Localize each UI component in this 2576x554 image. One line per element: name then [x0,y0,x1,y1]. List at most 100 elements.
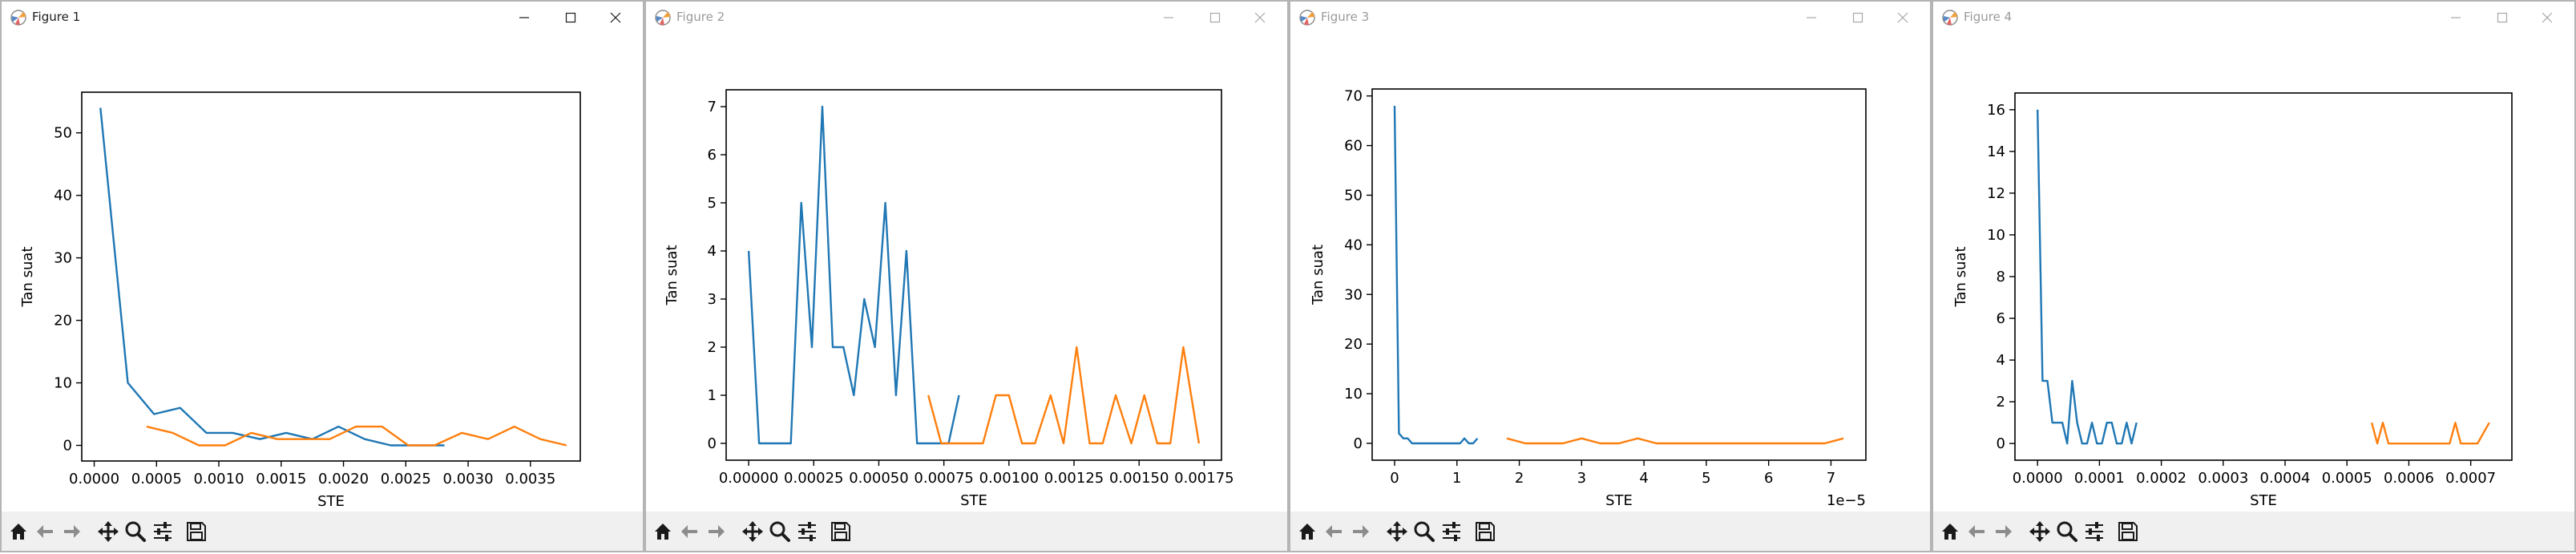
series-2-line [1506,437,1844,445]
zoom-button[interactable] [2055,520,2079,544]
configure-subplots-button[interactable] [1439,520,1464,544]
maximize-button[interactable] [550,2,592,34]
configure-subplots-button[interactable] [2082,520,2106,544]
configure-subplots-icon [154,522,172,541]
minimize-button[interactable] [2435,2,2477,34]
minimize-button[interactable] [1148,2,1189,34]
title-bar[interactable]: Figure 4 [1933,2,2574,34]
save-icon [2118,522,2138,541]
home-button[interactable] [6,520,30,544]
pan-icon [98,521,119,542]
figure-canvas[interactable]: 0.00000 0.00025 0.00050 0.00075 0.00100 0.001… [646,34,1287,513]
save-button[interactable] [829,520,853,544]
figure-window-4: Figure 4 0.0000 0.0001 0.0002 0.0003 0.0004 0… [1932,0,2576,552]
pan-button[interactable] [2028,520,2052,544]
close-button[interactable] [595,2,636,34]
window-title: Figure 2 [676,10,725,24]
back-button[interactable] [1965,520,1989,544]
x-axis-label: STE [960,492,987,509]
maximize-button[interactable] [1837,2,1879,34]
navigation-toolbar [2,512,643,551]
y-tick-label: 10 [54,375,72,392]
x-tick-label: 0.0003 [2198,470,2248,487]
y-tick-label: 6 [1997,310,2005,327]
y-axis-label: Tan suat [664,245,680,305]
configure-subplots-button[interactable] [795,520,819,544]
series-1-line [1393,105,1479,445]
zoom-button[interactable] [1412,520,1436,544]
y-tick-label: 2 [1997,394,2005,410]
save-button[interactable] [1473,520,1497,544]
save-button[interactable] [2116,520,2140,544]
y-tick-label: 20 [54,313,72,330]
x-tick-label: 0.00175 [1174,470,1233,487]
y-tick-label: 10 [1344,386,1363,402]
save-button[interactable] [184,520,208,544]
configure-subplots-button[interactable] [151,520,175,544]
series-2-line [927,346,1201,445]
forward-button[interactable] [1991,520,2015,544]
figure-canvas[interactable]: 0 1 2 3 4 5 6 7 0 10 20 30 40 50 60 70 STE Tan suat 1e−5 [1290,34,1930,513]
home-button[interactable] [1295,520,1319,544]
y-tick-label: 40 [54,188,72,204]
y-tick-label: 4 [708,243,717,260]
pan-button[interactable] [96,520,120,544]
home-icon [655,524,671,540]
pan-icon [1387,521,1407,542]
back-button[interactable] [34,520,58,544]
maximize-button[interactable] [1194,2,1236,34]
x-tick-label: 0.0004 [2260,470,2311,487]
x-tick-label: 0.00050 [849,470,908,487]
maximize-button[interactable] [2481,2,2523,34]
line-chart: 0.00000 0.00025 0.00050 0.00075 0.00100 0.001… [664,89,1234,509]
title-bar[interactable]: Figure 3 [1290,2,1930,34]
back-arrow-icon [1326,525,1342,538]
figure-canvas[interactable]: 0.0000 0.0001 0.0002 0.0003 0.0004 0.0005 0.00… [1933,34,2574,513]
home-button[interactable] [651,520,675,544]
minimize-button[interactable] [503,2,545,34]
forward-button[interactable] [704,520,728,544]
forward-button[interactable] [59,520,83,544]
pan-button[interactable] [741,520,765,544]
title-bar[interactable]: Figure 2 [646,2,1287,34]
y-tick-label: 3 [708,291,717,308]
back-button[interactable] [678,520,702,544]
save-icon [1476,522,1495,541]
configure-subplots-icon [2085,522,2103,541]
y-tick-label: 8 [1997,269,2005,285]
x-tick-label: 0.00125 [1044,470,1104,487]
close-button[interactable] [1239,2,1281,34]
y-tick-label: 10 [1987,227,2005,244]
pan-button[interactable] [1385,520,1409,544]
home-icon [1942,524,1958,540]
y-tick-label: 14 [1987,144,2005,160]
y-tick-label: 12 [1987,185,2005,202]
x-tick-label: 6 [1764,470,1773,487]
y-axis-label: Tan suat [1310,245,1326,305]
zoom-button[interactable] [123,520,147,544]
close-button[interactable] [2526,2,2568,34]
zoom-button[interactable] [768,520,792,544]
y-tick-label: 0 [708,435,717,452]
title-bar[interactable]: Figure 1 [2,2,643,34]
forward-button[interactable] [1348,520,1372,544]
y-tick-label: 2 [708,339,717,356]
figure-canvas[interactable]: 0.0000 0.0005 0.0010 0.0015 0.0020 0.0025 0.00… [2,34,643,513]
close-button[interactable] [1882,2,1924,34]
window-title: Figure 3 [1321,10,1370,24]
axes-frame [81,91,581,462]
minimize-button[interactable] [1791,2,1832,34]
axes-frame [1371,88,1867,461]
x-axis-label: STE [1605,492,1633,509]
back-button[interactable] [1322,520,1347,544]
minimize-icon [519,17,529,18]
y-tick-label: 30 [1344,286,1363,303]
x-tick-label: 0.0030 [443,471,494,487]
close-icon [1897,12,1908,23]
pan-icon [742,521,763,542]
navigation-toolbar [1290,512,1930,551]
home-button[interactable] [1938,520,1962,544]
maximize-icon [565,12,576,23]
x-tick-label: 0.0006 [2384,470,2434,487]
x-tick-label: 5 [1702,470,1710,487]
